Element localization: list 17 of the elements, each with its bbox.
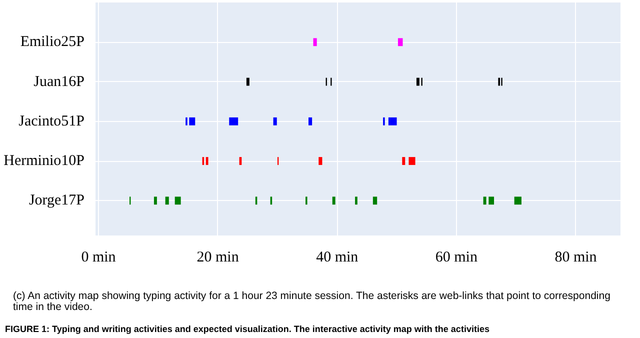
y-tick-label: Emilio25P <box>20 34 85 50</box>
y-tick-label: Jorge17P <box>28 192 84 209</box>
bar <box>372 196 378 205</box>
bar <box>488 196 494 205</box>
y-tick-label: Juan16P <box>34 74 85 90</box>
bar <box>483 196 486 205</box>
x-tick-label: 40 min <box>316 250 359 266</box>
x-tick-label: 0 min <box>81 250 116 266</box>
y-tick-label: Herminio10P <box>4 153 85 170</box>
bar <box>514 196 522 205</box>
caption: FIGURE 1: Typing and writing activities and expected visualization. The interactive activity map with the activities <box>5 323 490 336</box>
y-tick-label: Jacinto51P <box>18 113 85 130</box>
x-tick-label: 80 min <box>554 250 598 266</box>
x-tick-label: 20 min <box>196 250 240 266</box>
x-tick-label: 60 min <box>435 250 478 266</box>
text: (c) An activity map showing typing activity for a 1 hour 23 minute session. The asterisks are web-links that point to corresponding time in the video. <box>13 290 612 314</box>
bar <box>332 196 336 205</box>
